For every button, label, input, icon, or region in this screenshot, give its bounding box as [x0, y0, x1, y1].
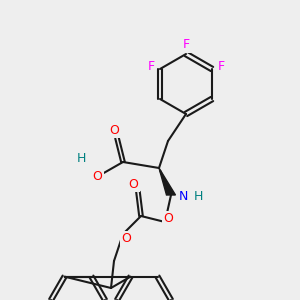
Text: F: F — [218, 59, 224, 73]
Text: H: H — [193, 190, 203, 203]
Text: F: F — [148, 59, 154, 73]
Text: O: O — [121, 232, 131, 245]
Polygon shape — [159, 168, 175, 195]
Text: H: H — [76, 152, 86, 166]
Text: O: O — [93, 170, 102, 184]
Text: N: N — [178, 190, 188, 203]
Text: O: O — [129, 178, 138, 191]
Text: O: O — [163, 212, 173, 226]
Text: F: F — [182, 38, 190, 52]
Text: O: O — [109, 124, 119, 137]
